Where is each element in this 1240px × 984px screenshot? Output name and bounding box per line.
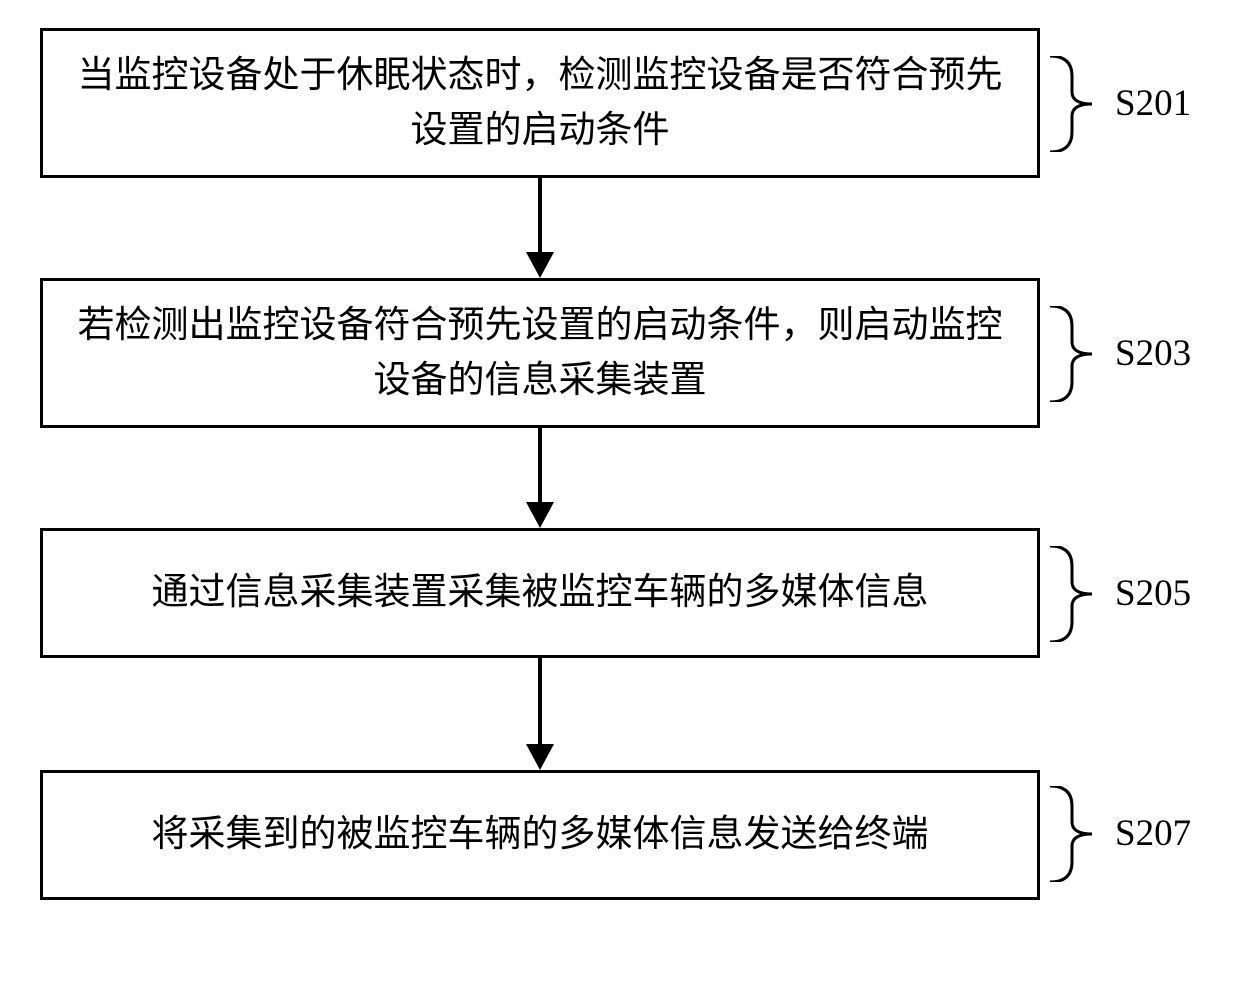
step-s205-label: S205 xyxy=(1115,572,1191,615)
step-s203-label: S203 xyxy=(1115,332,1191,375)
step-s207-brace xyxy=(1044,786,1104,882)
step-s205-text: 通过信息采集装置采集被监控车辆的多媒体信息 xyxy=(152,565,929,621)
step-s201-label: S201 xyxy=(1115,82,1191,125)
step-s207-text: 将采集到的被监控车辆的多媒体信息发送给终端 xyxy=(152,807,929,863)
step-s205-box: 通过信息采集装置采集被监控车辆的多媒体信息 xyxy=(40,528,1040,658)
step-s205-brace xyxy=(1044,546,1104,642)
arrow-s201-s203 xyxy=(538,178,542,256)
flowchart-canvas: 当监控设备处于休眠状态时，检测监控设备是否符合预先设置的启动条件 S201 若检… xyxy=(0,0,1240,984)
step-s203-text: 若检测出监控设备符合预先设置的启动条件，则启动监控设备的信息采集装置 xyxy=(73,298,1007,409)
step-s203-box: 若检测出监控设备符合预先设置的启动条件，则启动监控设备的信息采集装置 xyxy=(40,278,1040,428)
step-s207-box: 将采集到的被监控车辆的多媒体信息发送给终端 xyxy=(40,770,1040,900)
step-s201-text: 当监控设备处于休眠状态时，检测监控设备是否符合预先设置的启动条件 xyxy=(73,48,1007,159)
step-s201-box: 当监控设备处于休眠状态时，检测监控设备是否符合预先设置的启动条件 xyxy=(40,28,1040,178)
step-s207-label: S207 xyxy=(1115,812,1191,855)
arrow-s203-s205-head xyxy=(526,502,554,528)
step-s203-brace xyxy=(1044,306,1104,402)
step-s201-brace xyxy=(1044,56,1104,152)
arrow-s201-s203-head xyxy=(526,252,554,278)
arrow-s203-s205 xyxy=(538,428,542,506)
arrow-s205-s207-head xyxy=(526,744,554,770)
arrow-s205-s207 xyxy=(538,658,542,748)
